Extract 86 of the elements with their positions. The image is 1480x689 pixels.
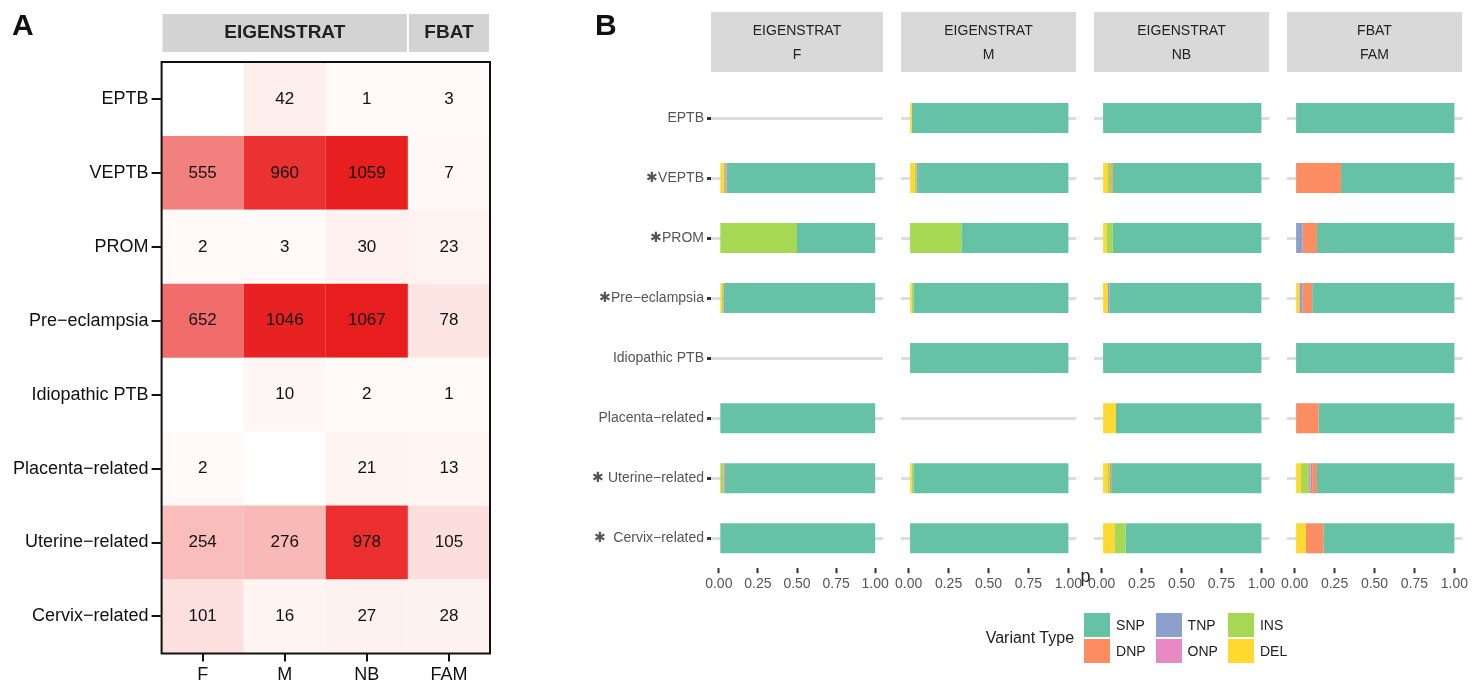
chart-title: EIGENSTRAT: [751, 21, 843, 40]
data-label: 2: [197, 236, 208, 256]
x-tick-label: NB: [354, 664, 380, 685]
x-tick-label: 0.50: [1167, 575, 1196, 592]
data-label: 27: [357, 606, 377, 626]
data-label: 105: [434, 532, 464, 552]
chart-subtitle: FAM: [1359, 45, 1390, 64]
legend-title: Variant Type: [985, 629, 1075, 647]
legend-label: INS: [1259, 617, 1284, 633]
y-tick-label: Cervix−related: [32, 605, 149, 626]
y-tick-label: Uterine−related: [25, 531, 149, 552]
data-label: 10: [275, 384, 295, 404]
x-tick-label: 0.00: [894, 575, 923, 592]
data-label: 13: [439, 458, 459, 478]
x-tick-label: 0.25: [934, 575, 963, 592]
data-label: 1059: [347, 162, 386, 182]
text: B: [595, 8, 617, 42]
chart-title: EIGENSTRAT: [1136, 21, 1227, 40]
x-tick-label: 0.25: [1127, 575, 1156, 592]
x-tick-label: 0.75: [822, 575, 850, 592]
y-tick-label: ✱VEPTB: [646, 168, 704, 185]
y-tick-label: EPTB: [101, 87, 149, 108]
data-label: 1046: [265, 310, 304, 330]
legend-label: TNP: [1187, 617, 1216, 633]
text: EIGENSTRAT: [224, 21, 346, 43]
data-label: 1: [362, 88, 372, 108]
data-label: 78: [439, 310, 459, 330]
x-tick-label: 0.00: [705, 575, 733, 592]
data-label: 978: [352, 532, 382, 552]
data-label: 28: [439, 606, 459, 626]
data-label: 42: [275, 88, 295, 108]
y-tick-label: Pre−eclampsia: [29, 309, 150, 330]
chart-subtitle: M: [981, 45, 996, 64]
chart-subtitle: F: [791, 45, 803, 64]
y-tick-label: Placenta−related: [598, 409, 704, 425]
text: A: [12, 8, 34, 42]
data-label: 101: [188, 606, 217, 626]
data-label: 276: [270, 532, 299, 552]
y-tick-label: ✱PROM: [650, 228, 704, 245]
data-label: 16: [275, 606, 295, 626]
x-tick-label: 0.25: [744, 575, 772, 592]
chart-subtitle: NB: [1170, 45, 1193, 64]
x-tick-label: 0.00: [1280, 575, 1309, 592]
data-label: 2: [197, 458, 208, 478]
y-tick-label: PROM: [94, 235, 149, 256]
data-label: 1: [444, 384, 454, 404]
x-tick-label: 0.75: [1207, 575, 1236, 592]
y-tick-label: ✱ Uterine−related: [591, 469, 704, 486]
data-label: 21: [357, 458, 377, 478]
y-tick-label: ✱Pre−eclampsia: [599, 288, 705, 305]
text: FBAT: [424, 21, 474, 43]
x-tick-label: F: [197, 664, 209, 685]
legend-label: DNP: [1116, 643, 1146, 659]
x-tick-label: 0.75: [1014, 575, 1043, 592]
chart-title: EIGENSTRAT: [943, 21, 1034, 40]
y-tick-label: EPTB: [667, 108, 704, 125]
x-tick-label: 0.25: [1320, 575, 1349, 592]
data-label: 30: [357, 236, 377, 256]
data-label: 652: [188, 310, 217, 330]
chart-title: FBAT: [1356, 21, 1393, 40]
x-tick-label: 0.50: [1360, 575, 1389, 592]
legend-label: DEL: [1259, 643, 1288, 659]
x-tick-label: 1.00: [1440, 575, 1469, 592]
data-label: 1067: [347, 310, 386, 330]
data-label: 2: [362, 384, 372, 404]
data-label: 960: [270, 162, 299, 182]
y-tick-label: VEPTB: [89, 161, 149, 182]
x-tick-label: 0.75: [1400, 575, 1429, 592]
data-label: 254: [188, 532, 217, 552]
x-tick-label: 1.00: [1247, 575, 1276, 592]
x-tick-label: 1.00: [861, 575, 890, 592]
x-tick-label: 0.50: [783, 575, 811, 592]
legend-label: SNP: [1116, 617, 1145, 633]
data-label: 555: [188, 162, 217, 182]
x-tick-label: FAM: [430, 664, 468, 685]
y-tick-label: Idiopathic PTB: [612, 348, 704, 365]
y-tick-label: Placenta−related: [12, 457, 149, 478]
data-label: 3: [444, 88, 454, 108]
data-label: 3: [280, 236, 290, 256]
data-label: 23: [439, 236, 459, 256]
x-tick-label: M: [277, 664, 293, 685]
y-tick-label: ✱ Cervix−related: [593, 529, 704, 546]
legend-label: ONP: [1187, 643, 1218, 659]
data-label: 7: [444, 162, 454, 182]
x-tick-label: 0.50: [974, 575, 1003, 592]
y-tick-label: Idiopathic PTB: [31, 383, 149, 404]
